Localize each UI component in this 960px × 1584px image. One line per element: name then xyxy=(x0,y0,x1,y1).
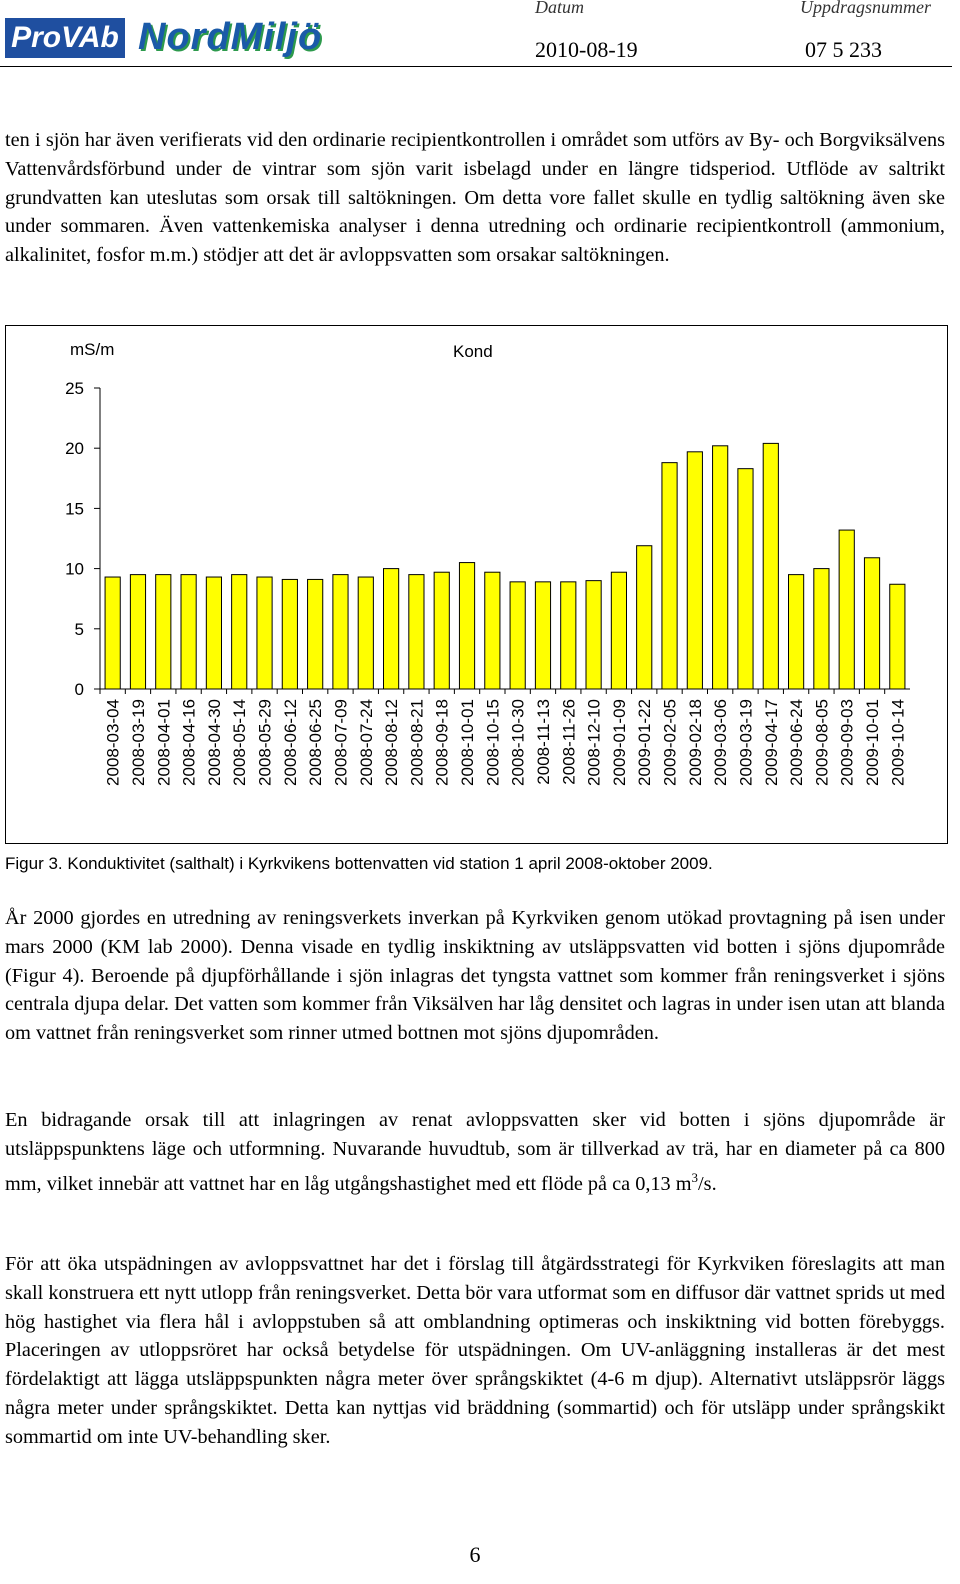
bar xyxy=(813,568,830,690)
x-tick-label: 2008-10-15 xyxy=(483,699,502,786)
x-tick-label: 2008-04-16 xyxy=(180,699,199,786)
bar xyxy=(281,578,298,690)
bar xyxy=(585,580,602,690)
x-tick-label: 2008-07-09 xyxy=(331,699,350,786)
x-tick-label: 2009-10-14 xyxy=(888,699,907,786)
x-tick-label: 2009-02-18 xyxy=(686,699,705,786)
bar xyxy=(661,462,678,690)
bar xyxy=(205,576,222,690)
x-tick-label: 2009-10-01 xyxy=(863,699,882,786)
x-tick-label: 2008-08-21 xyxy=(407,699,426,786)
y-tick-label: 5 xyxy=(75,620,84,639)
x-tick-label: 2008-12-10 xyxy=(585,699,604,786)
bar xyxy=(788,574,805,690)
logo-nordmiljo: NordMiljö xyxy=(138,16,323,58)
bar xyxy=(129,574,147,690)
bar xyxy=(560,581,577,690)
bar xyxy=(737,468,754,690)
bar xyxy=(458,562,476,690)
x-tick-label: 2008-03-19 xyxy=(129,699,148,786)
paragraph-text: En bidragande orsak till att inlagringen… xyxy=(5,1109,945,1195)
x-tick-label: 2008-10-01 xyxy=(458,699,477,786)
bar xyxy=(509,581,526,690)
paragraph-text: /s. xyxy=(698,1172,717,1195)
x-tick-label: 2009-01-22 xyxy=(635,699,654,786)
chart-title: Kond xyxy=(453,342,493,361)
bar xyxy=(256,576,273,690)
bar xyxy=(889,583,906,690)
logo-provab: ProVAb xyxy=(5,18,125,58)
bar xyxy=(231,574,248,690)
bar xyxy=(686,451,703,690)
x-tick-label: 2008-04-30 xyxy=(205,699,224,786)
bar xyxy=(863,557,881,690)
x-tick-label: 2008-04-01 xyxy=(154,699,173,786)
bar xyxy=(762,442,779,690)
bar xyxy=(104,576,121,690)
x-tick-label: 2008-09-18 xyxy=(433,699,452,786)
x-tick-label: 2008-06-12 xyxy=(281,699,300,786)
x-tick-label: 2009-06-24 xyxy=(787,699,806,786)
bar xyxy=(636,545,653,690)
bar xyxy=(307,578,324,690)
y-tick-label: 15 xyxy=(65,499,84,518)
x-tick-label: 2009-09-03 xyxy=(838,699,857,786)
date: 2010-08-19 xyxy=(535,37,638,62)
y-tick-label: 10 xyxy=(65,560,84,579)
figure-caption: Figur 3. Konduktivitet (salthalt) i Kyrk… xyxy=(5,854,713,873)
x-tick-label: 2008-11-26 xyxy=(559,699,578,785)
x-tick-label: 2009-03-19 xyxy=(736,699,755,786)
x-tick-label: 2008-08-12 xyxy=(382,699,401,786)
date-label: Datum xyxy=(535,0,584,17)
bar xyxy=(357,576,374,690)
paragraph-text: År 2000 gjordes en utredning av reningsv… xyxy=(5,907,945,1045)
paragraph-text: För att öka utspädningen av avloppsvattn… xyxy=(5,1253,945,1448)
bar xyxy=(155,574,172,690)
bar xyxy=(610,571,627,690)
x-tick-label: 2008-03-04 xyxy=(104,699,123,786)
bar xyxy=(484,571,501,690)
number: 07 5 233 xyxy=(805,37,882,62)
x-tick-label: 2009-02-05 xyxy=(661,699,680,786)
paragraph: För att öka utspädningen av avloppsvattn… xyxy=(5,1250,945,1452)
x-tick-label: 2008-06-25 xyxy=(306,699,325,786)
y-tick-label: 25 xyxy=(65,379,84,398)
x-tick-label: 2009-08-05 xyxy=(812,699,831,786)
paragraph: År 2000 gjordes en utredning av reningsv… xyxy=(5,904,945,1048)
y-tick-label: 0 xyxy=(75,680,84,699)
header-rule xyxy=(0,66,952,67)
bar xyxy=(332,574,349,690)
paragraph: ten i sjön har även verifierats vid den … xyxy=(5,129,945,267)
x-tick-label: 2008-07-24 xyxy=(357,699,376,786)
y-axis-label: mS/m xyxy=(70,340,114,359)
y-tick-label: 20 xyxy=(65,439,84,458)
x-tick-label: 2008-10-30 xyxy=(509,699,528,786)
x-tick-label: 2009-01-09 xyxy=(610,699,629,786)
bar xyxy=(838,529,855,690)
x-tick-label: 2009-03-06 xyxy=(711,699,730,786)
x-tick-label: 2008-05-29 xyxy=(256,699,275,786)
bar xyxy=(383,568,400,690)
x-tick-label: 2008-11-13 xyxy=(534,699,553,785)
paragraph: En bidragande orsak till att inlagringen… xyxy=(5,1106,945,1198)
number-label: Uppdragsnummer xyxy=(800,0,932,17)
x-tick-label: 2008-05-14 xyxy=(230,699,249,786)
bar xyxy=(433,571,450,690)
x-tick-label: 2009-04-17 xyxy=(762,699,781,786)
bar xyxy=(180,574,197,690)
bar xyxy=(408,574,425,690)
superscript: 3 xyxy=(691,1169,699,1185)
page-number: 6 xyxy=(469,1542,481,1567)
bar xyxy=(534,581,552,690)
chart: mS/m Kond 0 5 10 15 20 25 2008-03-04 2008-03-19… xyxy=(5,325,948,844)
bar xyxy=(712,445,729,690)
